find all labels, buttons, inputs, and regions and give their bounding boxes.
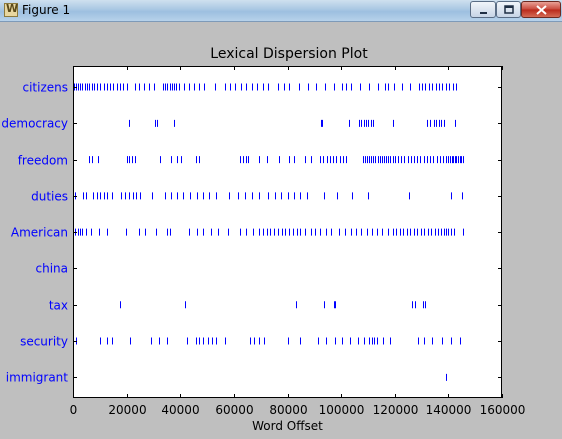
x-axis-title: Word Offset <box>252 419 323 433</box>
series-freedom <box>89 156 464 164</box>
plot-area <box>73 66 502 398</box>
minimize-button[interactable] <box>470 1 496 18</box>
dispersion-plot: citizens democracy freedom duties American ch… <box>2 66 526 433</box>
y-tick-label: freedom <box>18 154 68 168</box>
series-duties <box>75 192 463 200</box>
series-tax <box>120 301 426 309</box>
maximize-button[interactable] <box>496 1 521 18</box>
x-tick-label: 40000 <box>161 403 199 417</box>
y-tick-label: immigrant <box>6 371 69 385</box>
x-tick-label: 140000 <box>426 403 472 417</box>
x-tick-label: 100000 <box>319 403 365 417</box>
close-icon <box>536 5 547 15</box>
series-American <box>75 228 464 236</box>
app-icon <box>4 2 18 17</box>
series-citizens <box>74 83 457 91</box>
y-tick-label: tax <box>49 299 68 313</box>
close-button[interactable] <box>521 1 561 18</box>
y-tick-label: democracy <box>2 117 68 131</box>
x-tick-label: 60000 <box>215 403 253 417</box>
y-tick-label: duties <box>31 190 68 204</box>
minimize-icon <box>480 12 487 14</box>
x-tick-label: 80000 <box>269 403 307 417</box>
y-tick-label: American <box>11 226 68 240</box>
x-tick-label: 120000 <box>373 403 419 417</box>
y-tick-label: citizens <box>22 81 68 95</box>
figure-canvas-area: Lexical Dispersion Plot citizens democrac… <box>2 22 560 437</box>
title-bar[interactable]: Figure 1 <box>0 0 562 22</box>
maximize-icon <box>504 5 514 14</box>
chart-title: Lexical Dispersion Plot <box>210 46 368 62</box>
x-tick-label: 20000 <box>108 403 146 417</box>
x-tick-label: 0 <box>70 403 78 417</box>
x-tick-label: 160000 <box>480 403 526 417</box>
series-security <box>76 337 461 345</box>
y-tick-label: china <box>36 262 69 276</box>
window-title: Figure 1 <box>22 3 71 17</box>
series-democracy <box>129 119 456 127</box>
y-tick-label: security <box>20 335 68 349</box>
